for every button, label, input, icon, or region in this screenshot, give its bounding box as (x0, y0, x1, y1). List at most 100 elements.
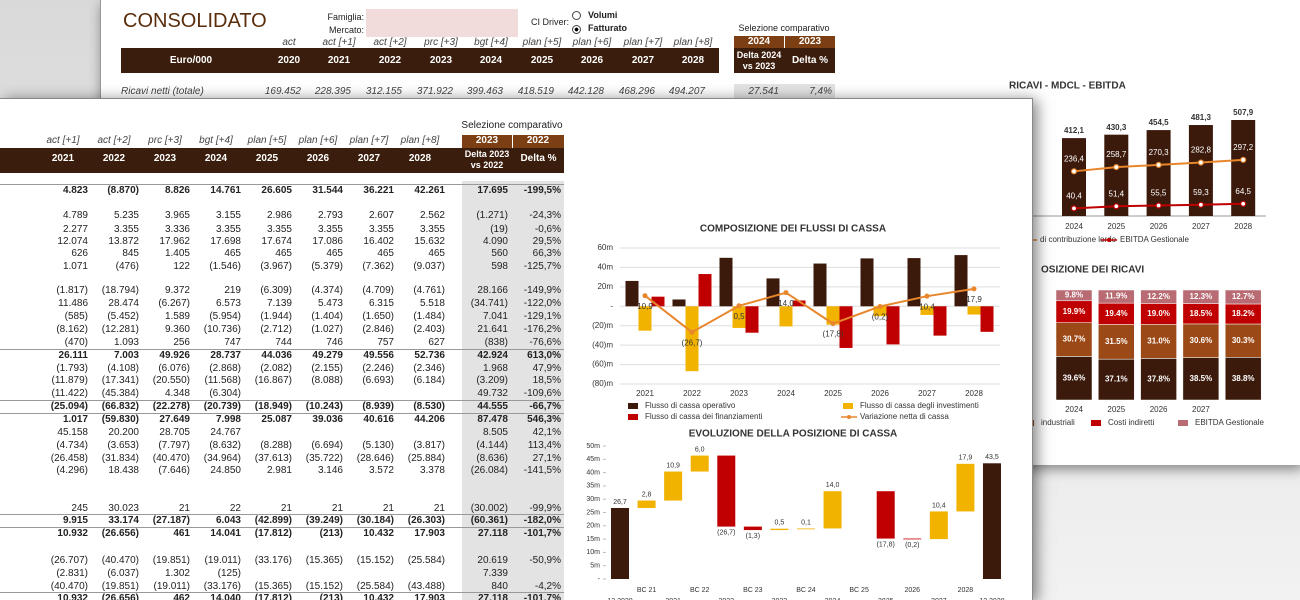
delta-pct: -4,2% (534, 581, 561, 592)
x-tick-label: BC 25 (849, 587, 869, 594)
delta-pct: -101,7% (523, 593, 561, 600)
legend-label: Costi indiretti (1108, 418, 1154, 427)
data-label: 430,3 (1106, 123, 1127, 132)
delta-value: 7.339 (482, 568, 508, 579)
y-tick-label: 45m (586, 456, 600, 463)
radio-selected[interactable] (572, 25, 581, 34)
cell-value: 3.355 (266, 224, 292, 235)
bar-segment (1140, 324, 1177, 359)
delta-pct: -109,6% (523, 388, 561, 399)
cell-value: (40.470) (152, 453, 190, 464)
point (1113, 203, 1120, 210)
cell-value: 3.355 (368, 224, 394, 235)
bar-segment (1098, 324, 1135, 360)
cell-value: (8.162) (56, 324, 88, 335)
cell-value: (45.384) (101, 388, 139, 399)
cell-value: 494.207 (668, 86, 705, 97)
radio-label: Fatturato (588, 23, 627, 33)
cell-value: 14.761 (210, 185, 241, 196)
bar-segment (1055, 322, 1093, 357)
cell-value: 3.355 (113, 224, 139, 235)
cell-value: (2.846) (362, 324, 394, 335)
cell-value: (43.488) (407, 581, 445, 592)
y-tick-label: 50m (586, 443, 600, 450)
x-tick-label: 2024 (825, 598, 841, 600)
cell-value: 9.915 (62, 515, 88, 526)
bar (664, 471, 683, 501)
bar (698, 274, 712, 307)
bar (625, 280, 639, 307)
scenario-label: prc [+3] (148, 135, 182, 146)
bar (813, 263, 827, 307)
cell-value: (17.812) (254, 593, 292, 600)
scenario-label: act [+2] (373, 37, 407, 48)
bar (638, 306, 652, 331)
delta-header: Delta 2024 vs 2023 (736, 50, 782, 71)
cell-value: 17.086 (312, 236, 343, 247)
cell-value: 36.221 (363, 185, 394, 196)
cell-value: 442.128 (567, 86, 604, 97)
cell-value: (12.281) (101, 324, 139, 335)
cell-value: (585) (64, 311, 88, 322)
bar (1062, 138, 1086, 216)
bar (719, 257, 733, 307)
comparison-year-cell (513, 135, 564, 148)
scenario-label: plan [+7] (623, 37, 663, 48)
x-tick-label: BC 23 (743, 587, 763, 594)
radio-label: Volumi (588, 10, 618, 20)
data-label: 10,9 (666, 462, 680, 469)
cell-value: 757 (377, 337, 394, 348)
year-header: 2028 (408, 153, 432, 164)
cell-value: 39.036 (312, 414, 343, 425)
data-label: 40,4 (1066, 191, 1082, 200)
delta-value: (838) (484, 337, 508, 348)
y-tick-label: 5m (590, 563, 600, 570)
bar (956, 463, 975, 512)
delta-pct: -141,5% (523, 465, 561, 476)
cell-value: (19.011) (204, 555, 241, 566)
y-tick-label: - (598, 576, 601, 583)
cell-value: (16.867) (254, 375, 292, 386)
cell-value: (1.650) (362, 311, 394, 322)
cell-value: (42.899) (254, 515, 292, 526)
delta-pct: -125,7% (523, 261, 561, 272)
cell-value: (4.296) (56, 465, 88, 476)
year-header: 2025 (255, 153, 279, 164)
radio[interactable] (572, 11, 581, 20)
bar (651, 296, 665, 307)
cell-value: (7.797) (158, 440, 190, 451)
delta-pct: 47,9% (532, 363, 561, 374)
cell-value: 746 (326, 337, 343, 348)
comparison-year-cell (462, 135, 512, 148)
legend-marker (628, 403, 638, 409)
y-tick-label: 30m (586, 496, 600, 503)
delta-value: 87.478 (477, 414, 508, 425)
comparison-band (734, 48, 835, 73)
cell-value: 21 (331, 503, 343, 514)
cell-value: 11.486 (58, 298, 88, 309)
y-tick-label: (40)m (592, 340, 613, 349)
cell-value: 17.698 (210, 236, 241, 247)
y-tick-label: 35m (586, 483, 600, 490)
x-tick-label: 2027 (931, 598, 947, 600)
data-label: 18.5% (1190, 309, 1213, 318)
cell-value: 22 (229, 503, 241, 514)
x-tick-label: 2027 (918, 389, 936, 398)
cell-value: 2.562 (419, 210, 445, 221)
cell-value: (40.470) (101, 555, 139, 566)
filter-input[interactable] (366, 9, 518, 37)
cell-value: (1.944) (260, 311, 292, 322)
cell-value: (476) (115, 261, 139, 272)
x-tick-label: 2028 (958, 587, 974, 594)
data-label: (1,3) (746, 533, 760, 540)
cell-value: (26.458) (50, 453, 88, 464)
cell-value: (2.246) (362, 363, 394, 374)
cell-value: 3.155 (215, 210, 241, 221)
bar (873, 306, 887, 317)
data-label: 0,1 (801, 519, 811, 526)
cell-value: (6.267) (158, 298, 190, 309)
year-header: 2024 (479, 55, 503, 66)
delta-value: (34.741) (470, 298, 508, 309)
data-label: 17,9 (966, 295, 982, 304)
cell-value: (2.403) (413, 324, 445, 335)
